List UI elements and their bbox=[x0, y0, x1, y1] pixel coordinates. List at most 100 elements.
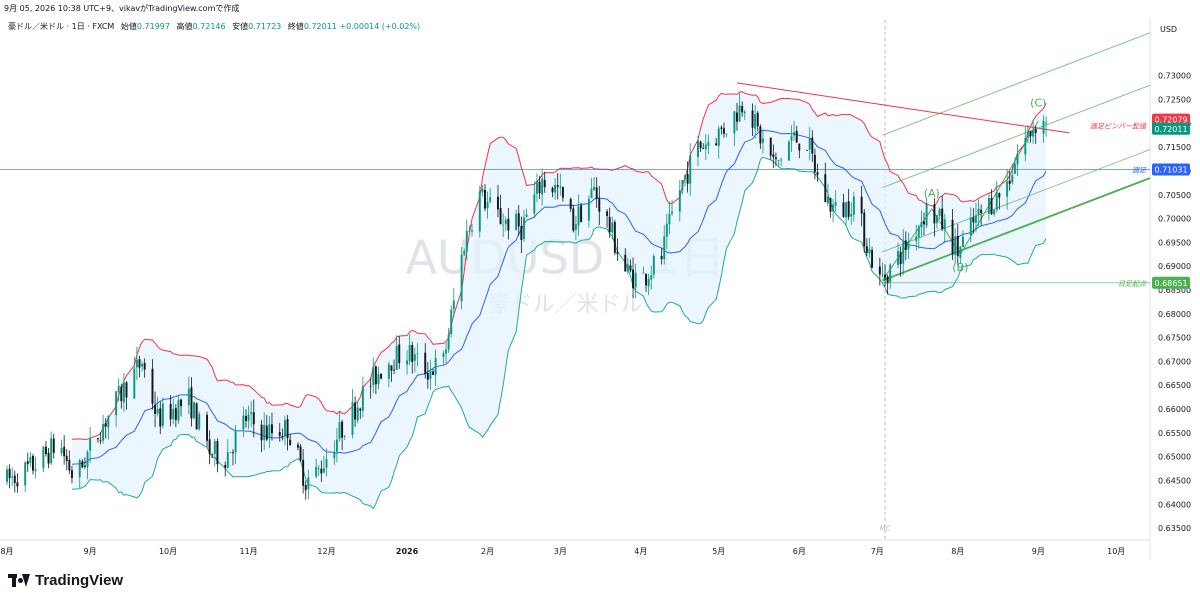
candle-body bbox=[450, 309, 453, 335]
candle-body bbox=[104, 422, 107, 427]
candle-body bbox=[29, 456, 32, 463]
candle-body bbox=[826, 196, 829, 204]
candle bbox=[486, 191, 489, 219]
candle bbox=[380, 373, 383, 380]
candle bbox=[393, 359, 396, 375]
candle-body bbox=[795, 130, 798, 143]
low-label: 安値 bbox=[232, 22, 249, 31]
symbol-info-bar: 豪ドル／米ドル · 1日 · FXCM 始値0.71997 高値0.72146 … bbox=[8, 21, 420, 32]
candle-body bbox=[299, 446, 302, 461]
candle bbox=[507, 208, 510, 240]
candle-body bbox=[429, 370, 432, 379]
candle bbox=[972, 208, 975, 234]
candle bbox=[434, 349, 437, 386]
candle bbox=[938, 207, 941, 220]
candle bbox=[522, 209, 525, 242]
candle bbox=[426, 361, 429, 389]
bollinger-band-fill bbox=[71, 91, 1047, 509]
candle-body bbox=[577, 206, 580, 226]
candle bbox=[847, 189, 850, 221]
candle-body bbox=[756, 112, 759, 127]
candle bbox=[722, 122, 725, 138]
candle bbox=[1045, 116, 1048, 137]
candle bbox=[270, 412, 273, 441]
price-tag-value: 0.71031 bbox=[1154, 165, 1187, 174]
candle bbox=[307, 469, 310, 500]
candle-body bbox=[380, 373, 383, 379]
price-tick-label: 0.69000 bbox=[1158, 262, 1191, 271]
candle bbox=[302, 449, 305, 494]
candle-body bbox=[538, 181, 541, 194]
candle bbox=[598, 186, 601, 225]
candle bbox=[541, 168, 544, 206]
candle-body bbox=[842, 202, 845, 217]
candle bbox=[296, 442, 299, 451]
time-tick-label: 2月 bbox=[481, 547, 494, 556]
candle-body bbox=[938, 208, 941, 216]
candle bbox=[608, 207, 611, 238]
candle bbox=[954, 228, 957, 265]
candle bbox=[969, 207, 972, 243]
candle-body bbox=[629, 265, 632, 271]
candle-body bbox=[6, 469, 8, 482]
price-tick-label: 0.67500 bbox=[1158, 334, 1191, 343]
candle-body bbox=[754, 113, 757, 129]
candle bbox=[956, 224, 959, 266]
candle bbox=[135, 346, 138, 381]
candle-body bbox=[138, 359, 141, 368]
candle-body bbox=[465, 230, 468, 252]
candle-body bbox=[372, 367, 375, 386]
candle bbox=[769, 137, 772, 161]
candle bbox=[943, 213, 946, 243]
candle bbox=[265, 415, 268, 442]
candle-body bbox=[278, 432, 281, 436]
candle bbox=[452, 288, 455, 317]
candle-body bbox=[678, 190, 681, 212]
candle-body bbox=[229, 452, 232, 453]
candle bbox=[806, 149, 809, 151]
candle-body bbox=[525, 214, 528, 218]
candle bbox=[102, 414, 105, 444]
tradingview-brand[interactable]: TradingView bbox=[8, 572, 123, 589]
candle bbox=[89, 427, 92, 463]
candle bbox=[489, 187, 492, 204]
candle-body bbox=[517, 213, 520, 227]
candle bbox=[774, 152, 777, 167]
candle-body bbox=[616, 251, 619, 254]
candle-body bbox=[296, 444, 299, 448]
candle bbox=[881, 262, 884, 278]
candle bbox=[980, 204, 983, 226]
candle bbox=[138, 355, 141, 378]
candle bbox=[647, 274, 650, 296]
candle-body bbox=[32, 455, 34, 471]
candle bbox=[551, 186, 554, 198]
candle bbox=[341, 419, 344, 451]
candle bbox=[738, 92, 741, 122]
candle-body bbox=[969, 217, 972, 236]
candle-body bbox=[325, 459, 328, 468]
candle-body bbox=[8, 468, 11, 479]
candle-body bbox=[541, 178, 544, 195]
candle bbox=[923, 212, 925, 236]
candle bbox=[798, 143, 801, 159]
candle bbox=[34, 456, 37, 479]
candle bbox=[245, 409, 247, 428]
candle bbox=[754, 104, 757, 139]
candle bbox=[65, 449, 68, 471]
candle-body bbox=[865, 246, 868, 253]
candle bbox=[860, 185, 863, 227]
candle-body bbox=[125, 382, 128, 398]
candle-body bbox=[50, 438, 53, 464]
candle-body bbox=[65, 455, 68, 462]
candle bbox=[917, 224, 920, 249]
currency-label[interactable]: USD bbox=[1160, 25, 1178, 34]
candle-body bbox=[377, 373, 380, 384]
candle-body bbox=[416, 353, 419, 355]
candle-body bbox=[520, 226, 523, 240]
candle bbox=[11, 467, 14, 486]
low-value: 0.71723 bbox=[248, 22, 282, 31]
candle-body bbox=[283, 420, 286, 437]
symbol-title[interactable]: 豪ドル／米ドル · 1日 · FXCM bbox=[8, 22, 115, 31]
candle bbox=[125, 381, 128, 410]
